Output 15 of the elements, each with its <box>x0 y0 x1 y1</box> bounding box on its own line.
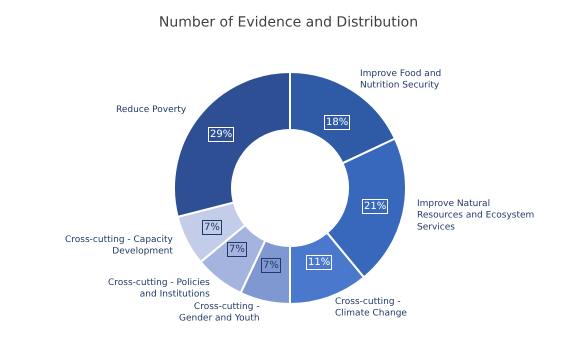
data-label: 7% <box>263 260 279 271</box>
slice-label: Reduce Poverty <box>116 105 187 115</box>
data-label: 18% <box>326 117 348 128</box>
slice-label: Improve Food and Nutrition Security <box>360 69 442 91</box>
data-label: 11% <box>308 257 330 268</box>
slice-label: Cross-cutting - Capacity Development <box>65 235 174 257</box>
slice-label: Cross-cutting - Climate Change <box>335 297 408 319</box>
slice-label: Cross-cutting - Gender and Youth <box>179 302 260 324</box>
slice-label: Cross-cutting - Policies and Institutions <box>108 278 210 300</box>
data-label: 21% <box>364 201 386 212</box>
data-label: 7% <box>204 222 220 233</box>
slice-label: Improve Natural Resources and Ecosystem Services <box>417 199 534 232</box>
data-label: 7% <box>229 244 245 255</box>
chart-title: Number of Evidence and Distribution <box>158 14 418 31</box>
data-label: 29% <box>210 129 232 140</box>
